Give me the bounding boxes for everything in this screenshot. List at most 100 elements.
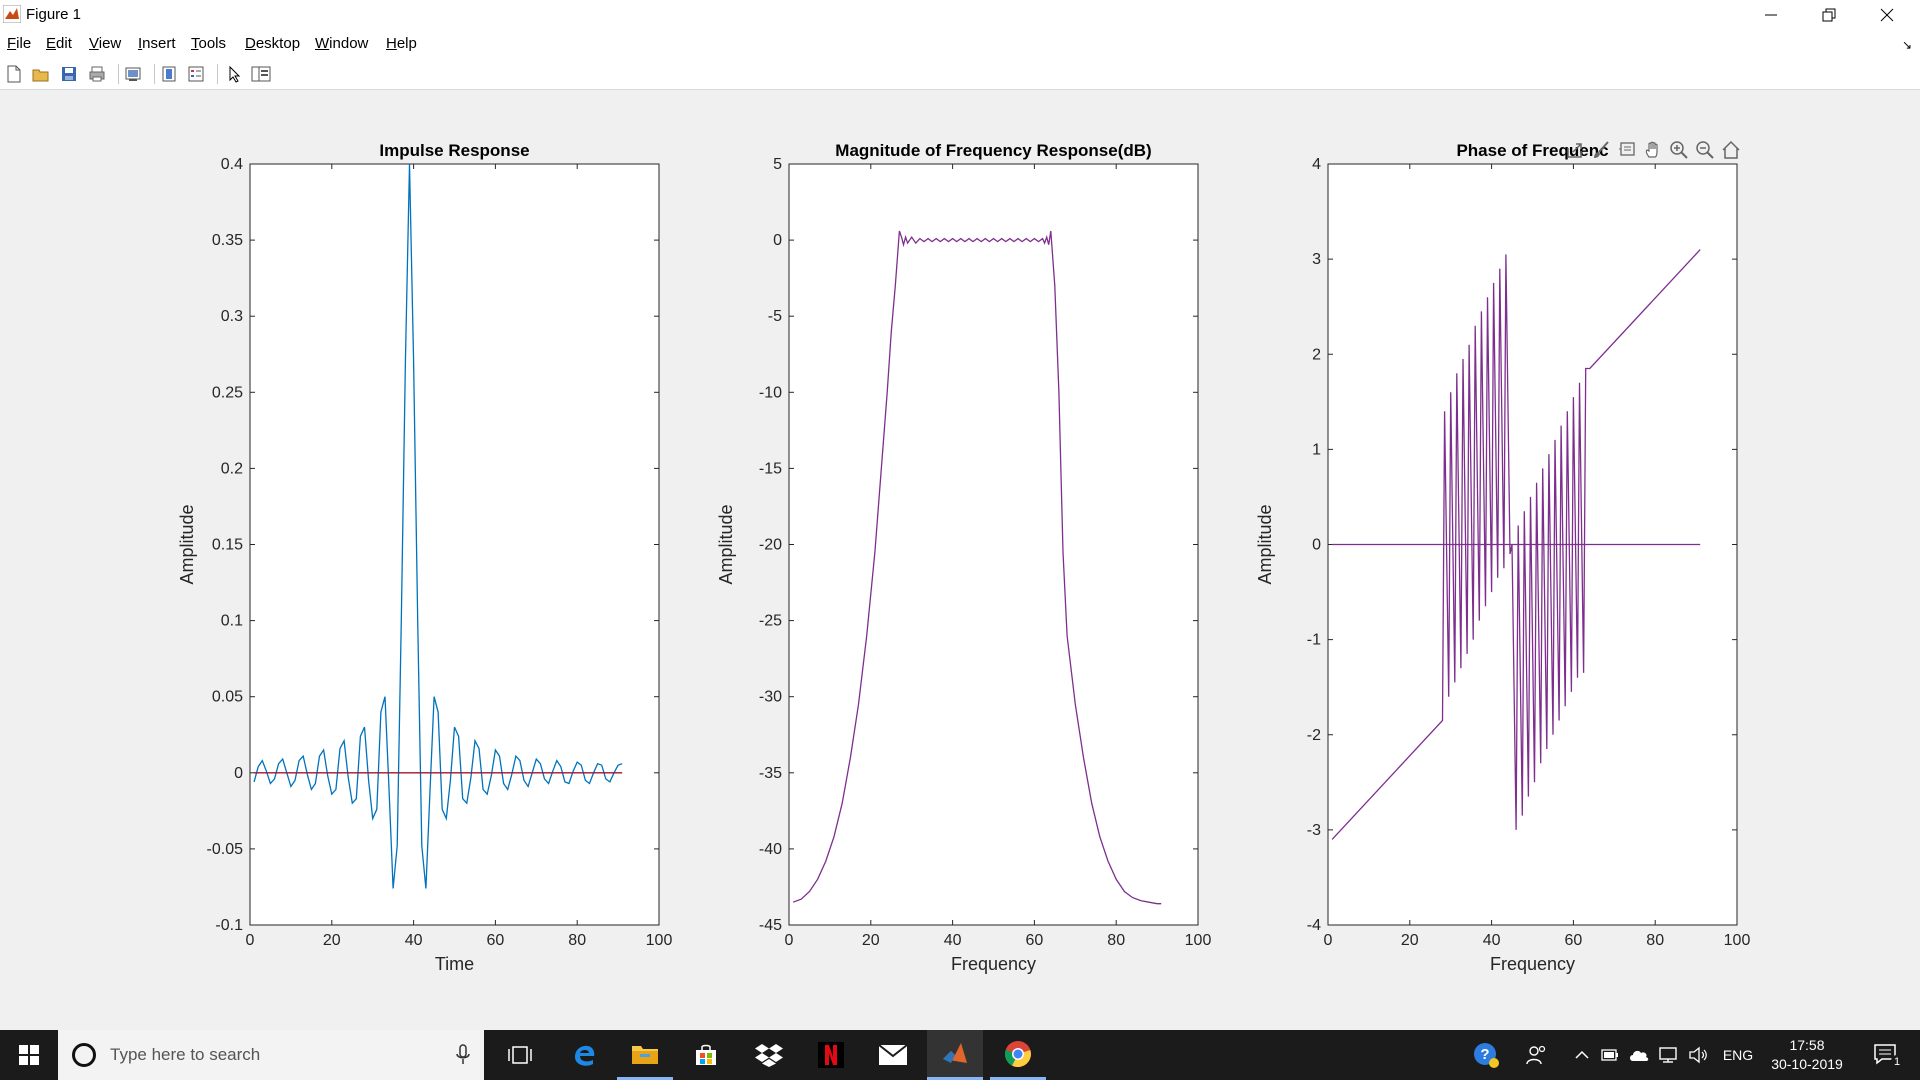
print-button[interactable] (86, 63, 108, 85)
netflix-icon (818, 1042, 844, 1068)
taskbar-file-explorer[interactable] (617, 1030, 673, 1080)
chevron-up-icon (1575, 1050, 1589, 1059)
taskbar-dropbox[interactable] (741, 1030, 797, 1080)
minimize-button[interactable] (1742, 0, 1800, 30)
y-tick-label: -0.05 (207, 841, 244, 858)
open-file-button[interactable] (30, 63, 52, 85)
close-button[interactable] (1858, 0, 1916, 30)
colorbar-button[interactable] (158, 63, 180, 85)
new-figure-icon (7, 65, 21, 83)
taskbar-matlab[interactable] (927, 1030, 983, 1080)
axes-toolbar (1564, 139, 1742, 161)
menu-insert[interactable]: Insert (138, 35, 176, 52)
x-tick-label: 60 (487, 932, 505, 949)
y-tick-label: 0.4 (221, 156, 243, 173)
x-tick-label: 100 (646, 932, 673, 949)
taskbar-clock[interactable]: 17:58 30-10-2019 (1762, 1036, 1852, 1074)
toolbar-separator (217, 64, 218, 84)
taskbar-chrome[interactable] (990, 1030, 1046, 1080)
y-tick-label: 2 (1312, 346, 1321, 363)
new-figure-button[interactable] (3, 63, 25, 85)
restore-view-button[interactable] (1720, 139, 1742, 161)
export-button[interactable] (1564, 139, 1586, 161)
x-tick-label: 80 (1107, 932, 1125, 949)
tray-help[interactable]: ? (1466, 1030, 1506, 1080)
legend-icon (188, 66, 204, 82)
x-tick-label: 80 (568, 932, 586, 949)
taskbar-search[interactable]: Type here to search (58, 1030, 484, 1080)
plot-area (788, 163, 1199, 926)
tray-overflow[interactable] (1570, 1030, 1594, 1080)
taskbar-edge[interactable] (556, 1030, 612, 1080)
menu-file[interactable]: File (7, 35, 32, 52)
zoom-in-button[interactable] (1668, 139, 1690, 161)
menu-edit[interactable]: Edit (46, 35, 72, 52)
brush-button[interactable] (1590, 139, 1612, 161)
task-view-icon (508, 1046, 532, 1064)
windows-taskbar: Type here to search ? (0, 1030, 1920, 1080)
y-tick-label: -45 (759, 917, 782, 934)
y-tick-label: -20 (759, 537, 782, 554)
menu-desktop[interactable]: Desktop (245, 35, 301, 52)
property-inspector-button[interactable] (250, 63, 272, 85)
tray-network[interactable] (1656, 1030, 1682, 1080)
y-tick-label: 1 (1312, 441, 1321, 458)
taskbar-mail[interactable] (865, 1030, 921, 1080)
notification-icon: 1 (1874, 1044, 1903, 1068)
menu-tools[interactable]: Tools (191, 35, 227, 52)
print-icon (89, 66, 105, 82)
x-tick-label: 0 (246, 932, 255, 949)
close-icon (1880, 8, 1894, 22)
menu-window[interactable]: Window (315, 35, 369, 52)
tray-people[interactable] (1520, 1030, 1554, 1080)
minimize-icon (1765, 14, 1777, 16)
windows-logo-icon (19, 1045, 39, 1065)
restore-button[interactable] (1800, 0, 1858, 30)
menu-bar: File Edit View Insert Tools Desktop Wind… (0, 30, 1920, 58)
store-icon (696, 1044, 716, 1065)
menu-view[interactable]: View (89, 35, 122, 52)
y-tick-label: -0.1 (215, 917, 243, 934)
microphone-icon[interactable] (456, 1044, 470, 1066)
menu-help[interactable]: Help (386, 35, 417, 52)
tray-battery[interactable] (1598, 1030, 1622, 1080)
home-restore-icon (1722, 140, 1740, 159)
data-tips-button[interactable] (1616, 139, 1638, 161)
chart-title: Phase of Frequenc (1456, 141, 1608, 160)
tray-onedrive[interactable] (1626, 1030, 1652, 1080)
taskbar-store[interactable] (678, 1030, 734, 1080)
window-title: Figure 1 (26, 6, 82, 23)
y-tick-label: 0.15 (212, 537, 243, 554)
tray-volume[interactable] (1686, 1030, 1712, 1080)
y-axis-label: Amplitude (1255, 504, 1275, 584)
subplots-svg: 0 20 40 60 80 100-0.1-0.0500.050.10.150.20.25… (177, 141, 1750, 974)
edit-plot-button[interactable] (224, 63, 246, 85)
toolbar-separator (118, 64, 119, 84)
language-indicator[interactable]: ENG (1722, 1047, 1754, 1063)
zoom-out-button[interactable] (1694, 139, 1716, 161)
taskbar-netflix[interactable] (803, 1030, 859, 1080)
link-plot-button[interactable] (122, 63, 144, 85)
chart-title: Impulse Response (379, 141, 529, 160)
matlab-icon (943, 1042, 967, 1063)
figure-toolbar (0, 58, 1920, 90)
y-tick-label: -30 (759, 689, 782, 706)
pan-button[interactable] (1642, 139, 1664, 161)
legend-button[interactable] (185, 63, 207, 85)
action-center-button[interactable]: 1 (1862, 1030, 1914, 1080)
x-tick-label: 0 (785, 932, 794, 949)
y-tick-label: 0.05 (212, 689, 243, 706)
svg-text:?: ? (1480, 1046, 1489, 1063)
x-axis-label: Frequency (951, 954, 1036, 974)
y-tick-label: -40 (759, 841, 782, 858)
y-axis-label: Amplitude (177, 504, 197, 584)
save-button[interactable] (58, 63, 80, 85)
toolbar-separator (154, 64, 155, 84)
dock-arrow-icon[interactable]: ↘ (1901, 38, 1912, 52)
clock-date: 30-10-2019 (1771, 1056, 1843, 1072)
figure-canvas: 0 20 40 60 80 100 -0.1 -0.05 0 0.05 0.1 0.15 0.2 0.25… (0, 91, 1920, 1029)
task-view-button[interactable] (492, 1030, 548, 1080)
y-tick-label: -2 (1307, 727, 1321, 744)
start-button[interactable] (0, 1030, 58, 1080)
export-icon (1567, 143, 1582, 158)
